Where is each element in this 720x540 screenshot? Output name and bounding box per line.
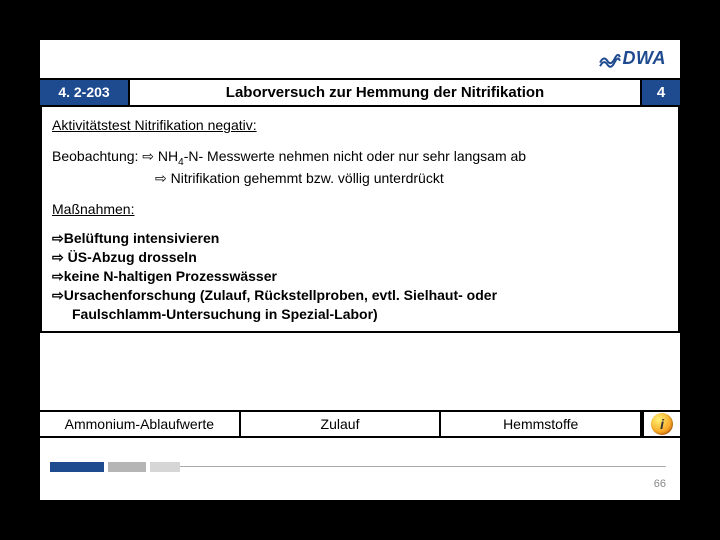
measure-item: ⇨Ursachenforschung (Zulauf, Rückstellpro… (52, 286, 668, 305)
wave-icon (599, 50, 621, 68)
slide: DWA 4. 2-203 Laborversuch zur Hemmung de… (40, 40, 680, 500)
header-row: 4. 2-203 Laborversuch zur Hemmung der Ni… (40, 78, 680, 107)
bottom-link-ammonium[interactable]: Ammonium-Ablaufwerte (40, 412, 241, 436)
logo-text: DWA (623, 48, 667, 69)
section-observation: Beobachtung: ⇨ NH4-N- Messwerte nehmen n… (52, 147, 668, 188)
measure-item: ⇨ ÜS-Abzug drosseln (52, 248, 668, 267)
footer-bar-1 (50, 462, 104, 472)
measure-item: ⇨Belüftung intensivieren (52, 229, 668, 248)
section-activity-test: Aktivitätstest Nitrifikation negativ: (52, 116, 668, 135)
section-measures-heading: Maßnahmen: (52, 200, 668, 219)
info-icon: i (651, 413, 673, 435)
info-cell[interactable]: i (642, 412, 680, 436)
header-number: 4 (642, 80, 680, 105)
bottom-row: Ammonium-Ablaufwerte Zulauf Hemmstoffe i (40, 410, 680, 438)
observation-label: Beobachtung: (52, 148, 138, 164)
header-code: 4. 2-203 (40, 80, 130, 105)
footer-divider (180, 466, 666, 467)
logo: DWA (599, 48, 667, 69)
bottom-link-zulauf[interactable]: Zulauf (241, 412, 442, 436)
measure-text: Belüftung intensivieren (64, 230, 220, 246)
arrow-icon: ⇨ (52, 268, 64, 284)
content-box: Aktivitätstest Nitrifikation negativ: Be… (40, 106, 680, 333)
arrow-icon: ⇨ (52, 287, 64, 303)
measure-text: Ursachenforschung (Zulauf, Rückstellprob… (64, 287, 497, 303)
footer-bar-3 (150, 462, 180, 472)
arrow-icon: ⇨ (52, 230, 64, 246)
observation-text-1a: NH (154, 148, 178, 164)
page-number: 66 (654, 478, 666, 490)
observation-text-2: Nitrifikation gehemmt bzw. völlig unterd… (171, 170, 444, 186)
header-title: Laborversuch zur Hemmung der Nitrifikati… (130, 80, 642, 105)
measure-continuation: Faulschlamm-Untersuchung in Spezial-Labo… (52, 305, 668, 324)
arrow-icon: ⇨ (155, 170, 167, 186)
measure-text: keine N-haltigen Prozesswässer (64, 268, 277, 284)
observation-text-1b: -N- Messwerte nehmen nicht oder nur sehr… (184, 148, 526, 164)
footer-bar-2 (108, 462, 146, 472)
measure-text: ÜS-Abzug drosseln (64, 249, 197, 265)
arrow-icon: ⇨ (52, 249, 64, 265)
bottom-link-hemmstoffe[interactable]: Hemmstoffe (441, 412, 642, 436)
measure-item: ⇨keine N-haltigen Prozesswässer (52, 267, 668, 286)
observation-line-1: Beobachtung: ⇨ NH4-N- Messwerte nehmen n… (52, 147, 668, 169)
observation-line-2: ⇨ Nitrifikation gehemmt bzw. völlig unte… (52, 169, 668, 188)
arrow-icon: ⇨ (142, 148, 154, 164)
footer-bars (50, 462, 180, 472)
measures-list: ⇨Belüftung intensivieren ⇨ ÜS-Abzug dros… (52, 229, 668, 323)
